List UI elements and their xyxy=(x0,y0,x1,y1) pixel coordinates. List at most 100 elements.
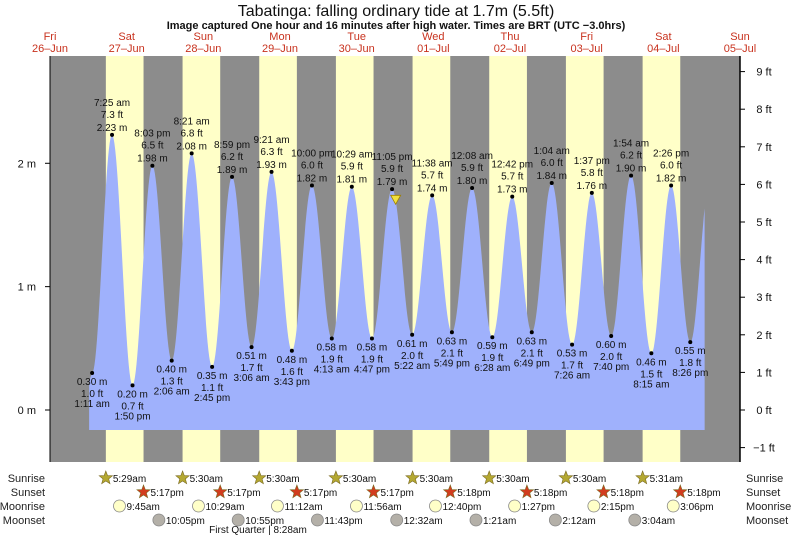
extreme-point xyxy=(649,351,654,356)
extreme-high: 8:59 pm6.2 ft 1.89 m xyxy=(214,140,250,179)
extreme-high: 12:08 am5.9 ft 1.80 m xyxy=(451,151,493,190)
extreme-point xyxy=(329,336,334,341)
moonset-time: 10:05pm xyxy=(166,516,205,527)
extreme-low: 0.53 m1.7 ft7:26 am xyxy=(554,342,590,382)
extreme-point xyxy=(669,183,674,188)
extreme-low: 0.48 m1.6 ft3:43 pm xyxy=(274,348,310,388)
day-name: Fri xyxy=(580,31,593,43)
moonset-time: 1:21am xyxy=(483,516,516,527)
moonrise-time: 9:45am xyxy=(126,502,159,513)
extreme-m: 0.55 m xyxy=(675,346,706,357)
sunset-star-icon xyxy=(519,484,535,499)
sunrise-star-icon xyxy=(251,470,267,485)
current-level-marker xyxy=(389,194,402,206)
sunrise-row-label: Sunrise xyxy=(8,473,45,485)
day-name: Mon xyxy=(269,31,290,43)
extreme-point xyxy=(688,340,693,345)
extreme-ft: 5.7 ft xyxy=(501,172,523,183)
moonrise-time: 3:06pm xyxy=(680,502,713,513)
day-date: 28–Jun xyxy=(185,43,221,55)
extreme-ft: 2.0 ft xyxy=(401,351,423,362)
day-name: Fri xyxy=(44,31,57,43)
moonset-time: 11:43pm xyxy=(324,516,362,527)
extreme-m: 1.81 m xyxy=(337,175,368,186)
moonset-time: 2:12am xyxy=(562,516,595,527)
moonset-moon-icon xyxy=(469,513,483,527)
extreme-point xyxy=(90,370,95,375)
extreme-low: 0.63 m2.1 ft6:49 pm xyxy=(514,330,550,369)
day-date: 26–Jun xyxy=(32,43,68,55)
extreme-time: 2:45 pm xyxy=(194,393,230,404)
extreme-point xyxy=(410,332,415,337)
extreme-low: 0.58 m1.9 ft4:13 am xyxy=(314,336,350,375)
extreme-ft: 2.0 ft xyxy=(600,352,622,363)
right-tick-label: −1 ft xyxy=(753,443,775,455)
moon-phase-label: First Quarter | 8:28am xyxy=(209,525,307,536)
sunrise-star-icon xyxy=(635,470,651,485)
extreme-time: 1:50 pm xyxy=(114,411,150,422)
extreme-high: 12:42 pm5.7 ft 1.73 m xyxy=(491,160,533,199)
moonset-moon-icon xyxy=(152,513,166,527)
extreme-ft: 7.3 ft xyxy=(101,110,123,121)
extreme-m: 1.80 m xyxy=(457,176,488,187)
extreme-ft: 5.8 ft xyxy=(581,168,603,179)
extreme-time: 1:54 am xyxy=(613,139,649,150)
right-tick-label: 9 ft xyxy=(756,67,771,79)
extreme-point xyxy=(490,335,495,340)
sunset-star-icon xyxy=(212,484,228,499)
extreme-ft: 6.2 ft xyxy=(620,151,642,162)
extreme-high: 9:21 am6.3 ft 1.93 m xyxy=(253,135,290,174)
extreme-point xyxy=(269,169,274,174)
extreme-point xyxy=(609,333,614,338)
sunrise-star-icon xyxy=(328,470,344,485)
extreme-m: 0.51 m xyxy=(236,351,267,362)
day-name: Sun xyxy=(730,31,750,43)
extreme-ft: 1.9 ft xyxy=(321,354,343,365)
moonrise-moon-icon xyxy=(587,499,601,513)
extreme-m: 1.93 m xyxy=(256,160,287,171)
moonset-time: 10:55pm xyxy=(245,516,284,527)
day-name: Tue xyxy=(347,31,366,43)
extreme-ft: 0.7 ft xyxy=(121,401,143,412)
extreme-point xyxy=(289,348,294,353)
day-date: 30–Jun xyxy=(339,43,375,55)
extreme-ft: 2.1 ft xyxy=(441,348,463,359)
extreme-ft: 1.9 ft xyxy=(481,353,503,364)
left-tick-label: 0 m xyxy=(18,405,36,417)
extreme-time: 8:21 am xyxy=(174,116,210,127)
extreme-high: 2:26 pm6.0 ft 1.82 m xyxy=(653,148,689,188)
moonset-moon-icon xyxy=(628,513,642,527)
extreme-point xyxy=(449,330,454,335)
sunset-time: 5:17pm xyxy=(227,488,260,499)
sunset-star-icon xyxy=(366,484,382,499)
extreme-time: 11:05 pm xyxy=(372,152,413,163)
moonrise-moon-icon xyxy=(113,499,126,513)
extreme-ft: 6.0 ft xyxy=(541,158,563,169)
extreme-ft: 1.6 ft xyxy=(281,367,303,378)
day-date: 04–Jul xyxy=(647,43,679,55)
extreme-high: 7:25 am7.3 ft 2.23 m xyxy=(94,98,130,137)
extreme-point xyxy=(589,190,594,195)
moonset-moon-icon xyxy=(548,513,562,527)
extreme-m: 0.20 m xyxy=(117,389,148,400)
extreme-time: 5:49 pm xyxy=(434,358,470,369)
extreme-time: 11:38 am xyxy=(412,158,453,169)
extreme-point xyxy=(390,187,395,192)
sunrise-time: 5:30am xyxy=(190,474,223,485)
extreme-time: 2:06 am xyxy=(154,387,190,398)
moonrise-time: 12:40pm xyxy=(442,502,481,513)
sunrise-time: 5:30am xyxy=(496,474,529,485)
extreme-high: 11:05 pm5.9 ft 1.79 m xyxy=(372,152,413,192)
sunrise-star-icon xyxy=(481,470,497,485)
moonrise-time: 1:27pm xyxy=(522,502,555,513)
sunrise-row-label-right: Sunrise xyxy=(746,473,783,485)
sunrise-star-icon xyxy=(98,470,114,485)
moonrise-row-label-right: Moonrise xyxy=(746,501,791,513)
extreme-m: 0.30 m xyxy=(77,377,108,388)
extreme-ft: 5.9 ft xyxy=(381,164,403,175)
extreme-ft: 1.0 ft xyxy=(81,389,103,400)
sunset-row-label: Sunset xyxy=(11,487,45,499)
day-labels: Fri26–JunSat27–JunSun28–JunMon29–JunTue3… xyxy=(32,31,756,55)
right-tick-label: 1 ft xyxy=(756,367,771,379)
chart-title: Tabatinga: falling ordinary tide at 1.7m… xyxy=(238,3,555,20)
